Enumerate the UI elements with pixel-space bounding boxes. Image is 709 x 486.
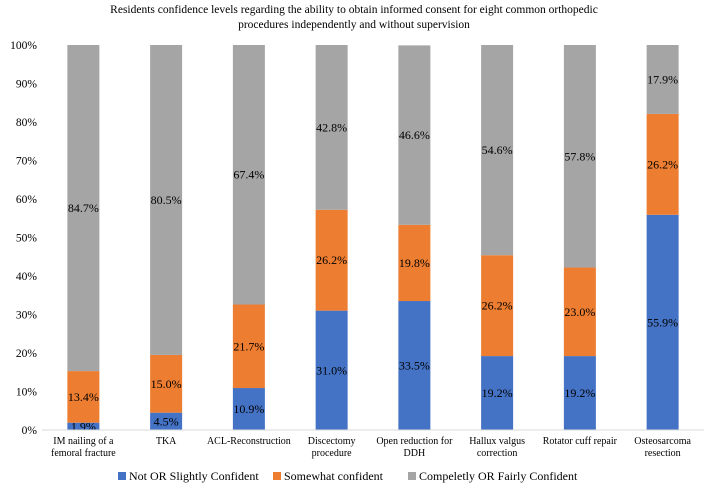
data-label: 46.6% bbox=[399, 128, 430, 142]
bar-segment bbox=[398, 301, 431, 430]
y-tick-label: 80% bbox=[16, 117, 38, 129]
bar-segment bbox=[563, 45, 596, 268]
bar-segment bbox=[481, 255, 514, 357]
x-category-label: Hallux valgus correction bbox=[469, 436, 525, 459]
data-label: 67.4% bbox=[233, 168, 264, 182]
y-tick-label: 10% bbox=[16, 387, 38, 399]
x-category-label: Open reduction for DDH bbox=[376, 436, 453, 459]
data-label: 23.0% bbox=[564, 305, 595, 319]
bar-segment bbox=[646, 45, 679, 114]
x-category-label: IM nailing of a femoral fracture bbox=[51, 436, 116, 459]
bar-segment bbox=[646, 214, 679, 430]
chart-title-line-1: Residents confidence levels regarding th… bbox=[110, 4, 598, 16]
data-label: 21.7% bbox=[233, 339, 264, 353]
bar-segment bbox=[646, 113, 679, 215]
data-label: 55.9% bbox=[647, 315, 678, 329]
data-label: 26.2% bbox=[647, 157, 678, 171]
bar-segment bbox=[232, 45, 265, 305]
bar-segment bbox=[150, 45, 183, 355]
legend-label: Compeletly OR Fairly Confident bbox=[419, 469, 578, 483]
y-tick-label: 50% bbox=[16, 233, 38, 245]
legend-swatch bbox=[118, 472, 126, 480]
bars: 1.9%13.4%84.7%4.5%15.0%80.5%10.9%21.7%67… bbox=[67, 45, 679, 433]
bar-segment bbox=[232, 304, 265, 389]
data-label: 57.8% bbox=[564, 149, 595, 163]
data-label: 19.8% bbox=[399, 256, 430, 270]
bar-segment bbox=[315, 209, 348, 311]
data-label: 17.9% bbox=[647, 72, 678, 86]
y-axis: 0% 10% 20% 30% 40% 50% 60% 70% 80% 90% 100% bbox=[10, 40, 37, 437]
data-label: 80.5% bbox=[151, 193, 182, 207]
data-label: 10.9% bbox=[233, 402, 264, 416]
x-category-label: Discectomy procedure bbox=[308, 436, 356, 459]
bar-segment bbox=[232, 388, 265, 430]
data-label: 31.0% bbox=[316, 363, 347, 377]
data-label: 84.7% bbox=[68, 201, 99, 215]
y-tick-label: 70% bbox=[16, 156, 38, 168]
data-label: 15.0% bbox=[151, 377, 182, 391]
bar-segment bbox=[398, 224, 431, 302]
data-label: 13.4% bbox=[68, 390, 99, 404]
legend-item: Somewhat confident bbox=[273, 469, 384, 483]
legend: Not OR Slightly Confident Somewhat confid… bbox=[118, 469, 578, 483]
bar-segment bbox=[563, 267, 596, 357]
data-label: 26.2% bbox=[316, 253, 347, 267]
x-axis: IM nailing of a femoral fracture TKA ACL-Re… bbox=[42, 429, 704, 459]
data-label: 33.5% bbox=[399, 359, 430, 373]
x-category-label: ACL-Reconstruction bbox=[207, 436, 291, 447]
y-tick-label: 30% bbox=[16, 310, 38, 322]
bar-segment bbox=[67, 45, 100, 372]
x-category-label: Osteosarcoma resection bbox=[634, 436, 691, 459]
data-label: 19.2% bbox=[482, 386, 513, 400]
data-label: 19.2% bbox=[564, 386, 595, 400]
data-label: 26.2% bbox=[482, 299, 513, 313]
bar-segment bbox=[315, 310, 348, 430]
bar-segment bbox=[563, 356, 596, 430]
y-tick-label: 60% bbox=[16, 194, 38, 206]
data-label: 42.8% bbox=[316, 120, 347, 134]
legend-swatch bbox=[408, 472, 416, 480]
legend-label: Not OR Slightly Confident bbox=[129, 469, 259, 483]
y-tick-label: 20% bbox=[16, 348, 38, 360]
x-category-label: Rotator cuff repair bbox=[543, 436, 618, 447]
bar-segment bbox=[67, 422, 100, 430]
bar-segment bbox=[481, 45, 514, 256]
bar-segment bbox=[150, 354, 183, 413]
y-tick-label: 100% bbox=[10, 40, 37, 52]
legend-item: Compeletly OR Fairly Confident bbox=[408, 469, 578, 483]
data-label: 54.6% bbox=[482, 143, 513, 157]
y-tick-label: 90% bbox=[16, 79, 38, 91]
bar-segment bbox=[150, 412, 183, 430]
legend-item: Not OR Slightly Confident bbox=[118, 469, 259, 483]
x-category-label: TKA bbox=[156, 436, 177, 447]
y-tick-label: 0% bbox=[22, 425, 38, 437]
legend-swatch bbox=[273, 472, 281, 480]
bar-segment bbox=[481, 356, 514, 430]
bar-segment bbox=[67, 371, 100, 423]
legend-label: Somewhat confident bbox=[284, 469, 384, 483]
bar-segment bbox=[398, 45, 431, 225]
y-tick-label: 40% bbox=[16, 271, 38, 283]
chart-title-line-2: procedures independently and without sup… bbox=[238, 19, 470, 31]
data-label: 4.5% bbox=[154, 414, 179, 428]
bar-segment bbox=[315, 45, 348, 210]
